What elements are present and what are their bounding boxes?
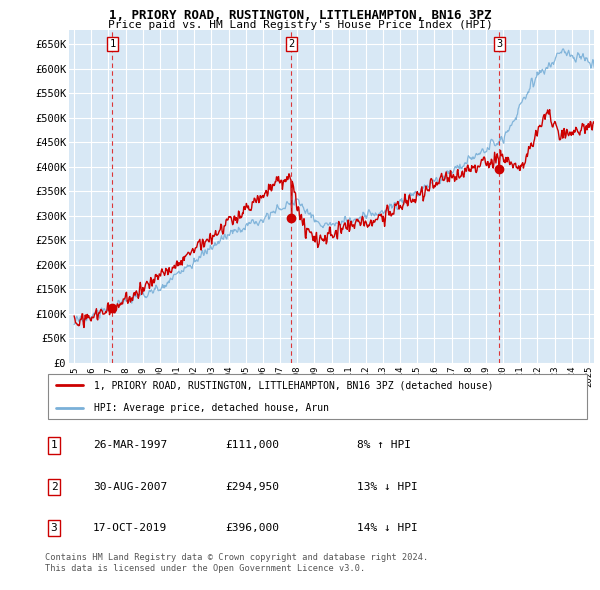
Text: 3: 3: [50, 523, 58, 533]
Text: 2: 2: [288, 39, 295, 49]
Text: £396,000: £396,000: [225, 523, 279, 533]
Text: This data is licensed under the Open Government Licence v3.0.: This data is licensed under the Open Gov…: [45, 565, 365, 573]
Text: 1: 1: [109, 39, 116, 49]
Text: Price paid vs. HM Land Registry's House Price Index (HPI): Price paid vs. HM Land Registry's House …: [107, 20, 493, 30]
Text: HPI: Average price, detached house, Arun: HPI: Average price, detached house, Arun: [94, 404, 329, 414]
Text: 26-MAR-1997: 26-MAR-1997: [93, 441, 167, 450]
Text: 1: 1: [50, 441, 58, 450]
Text: £111,000: £111,000: [225, 441, 279, 450]
Text: 17-OCT-2019: 17-OCT-2019: [93, 523, 167, 533]
Text: 1, PRIORY ROAD, RUSTINGTON, LITTLEHAMPTON, BN16 3PZ: 1, PRIORY ROAD, RUSTINGTON, LITTLEHAMPTO…: [109, 9, 491, 22]
Text: 1, PRIORY ROAD, RUSTINGTON, LITTLEHAMPTON, BN16 3PZ (detached house): 1, PRIORY ROAD, RUSTINGTON, LITTLEHAMPTO…: [94, 380, 494, 390]
Text: 8% ↑ HPI: 8% ↑ HPI: [357, 441, 411, 450]
Text: 3: 3: [496, 39, 503, 49]
Text: 13% ↓ HPI: 13% ↓ HPI: [357, 482, 418, 491]
Text: 2: 2: [50, 482, 58, 491]
Text: £294,950: £294,950: [225, 482, 279, 491]
Text: Contains HM Land Registry data © Crown copyright and database right 2024.: Contains HM Land Registry data © Crown c…: [45, 553, 428, 562]
Text: 30-AUG-2007: 30-AUG-2007: [93, 482, 167, 491]
FancyBboxPatch shape: [48, 374, 587, 419]
Text: 14% ↓ HPI: 14% ↓ HPI: [357, 523, 418, 533]
